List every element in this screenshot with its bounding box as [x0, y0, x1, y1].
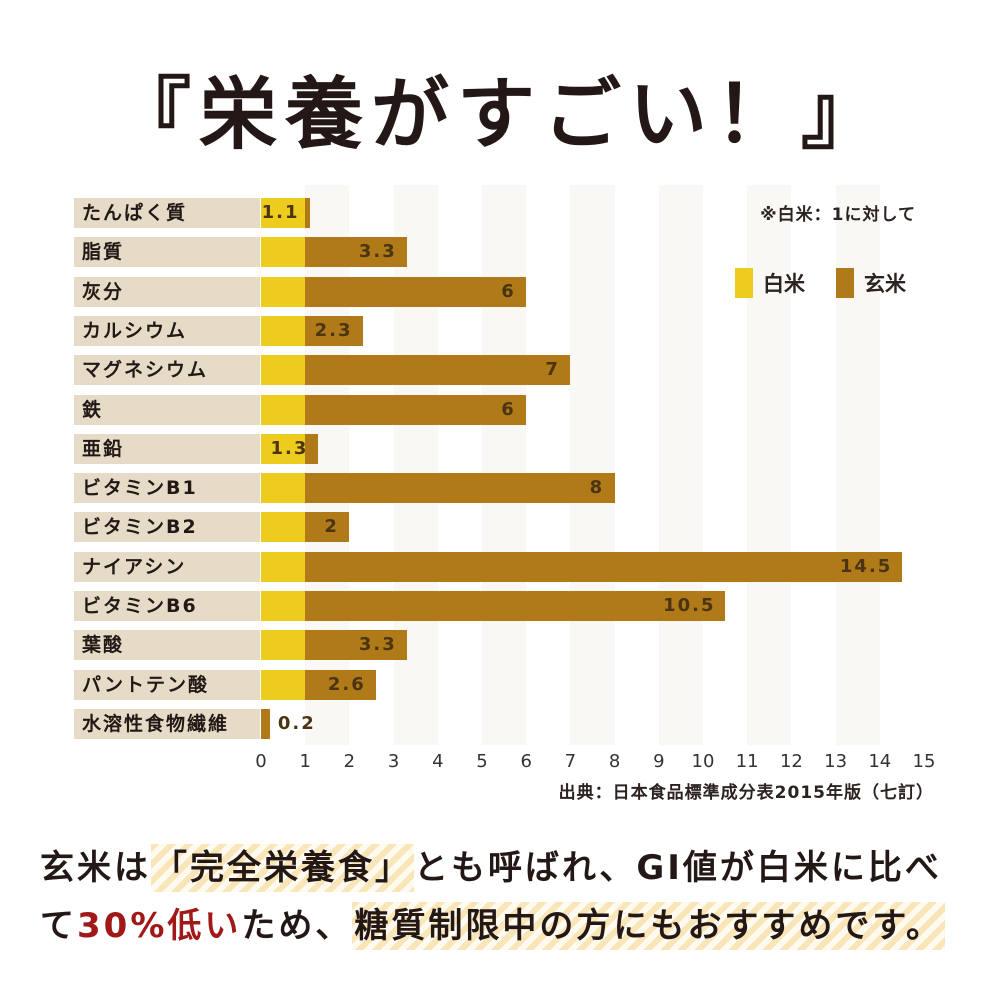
data-label: 2.6	[327, 673, 366, 695]
bar-brown-rice	[305, 198, 310, 228]
data-label: 6	[501, 398, 516, 420]
category-label: マグネシウム	[74, 355, 260, 386]
chart-note: ※白米：1に対して	[760, 205, 916, 225]
legend-label-brown: 玄米	[864, 272, 906, 296]
x-tick-label: 4	[432, 750, 444, 772]
bar-white-rice	[261, 315, 306, 346]
grid-stripe	[658, 185, 703, 745]
data-label: 3.3	[358, 241, 397, 263]
bar-brown-rice	[305, 237, 407, 268]
x-tick-label: 12	[779, 750, 803, 772]
bar-brown-rice	[305, 669, 376, 700]
text-segment: 玄米は	[40, 848, 151, 888]
x-tick-label: 6	[520, 750, 532, 772]
paragraph-line-2: て30%低いため、糖質制限中の方にもおすすめです。	[40, 898, 960, 950]
x-tick-label: 8	[608, 750, 621, 772]
page-title: 『栄養がすごい！』	[112, 70, 887, 160]
category-label: ビタミンB6	[74, 591, 260, 621]
data-label: 2.3	[314, 319, 353, 341]
category-label: ビタミンB2	[74, 512, 260, 543]
bar-white-rice	[261, 669, 306, 700]
data-label: 1.3	[270, 437, 309, 459]
bar-white-rice	[261, 237, 306, 268]
bar-brown-rice	[305, 276, 527, 307]
data-label: 1.1	[261, 202, 300, 223]
x-tick-label: 2	[343, 750, 356, 772]
bar-white-rice	[261, 512, 306, 543]
bar-white-rice	[261, 630, 306, 661]
text-segment: ため、	[241, 906, 353, 946]
highlight-text: 糖質制限中の方にもおすすめです。	[352, 902, 945, 950]
x-tick-label: 3	[387, 750, 400, 772]
data-label: 8	[589, 477, 605, 499]
x-tick-label: 11	[735, 750, 759, 772]
bar-brown-rice	[305, 512, 350, 543]
bar-white-rice	[261, 473, 306, 504]
category-label: 亜鉛	[74, 433, 260, 464]
data-label: 0.2	[277, 712, 316, 734]
legend-label-white: 白米	[763, 272, 805, 296]
x-tick-label: 14	[868, 750, 892, 772]
bar-white-rice	[261, 394, 306, 425]
category-label: 水溶性食物繊維	[74, 708, 260, 739]
bar-brown-rice	[305, 591, 726, 621]
x-tick-label: 13	[824, 750, 848, 772]
data-label: 10.5	[663, 595, 716, 616]
nutrition-bar-chart: たんぱく質 1.1 脂質 3.3 灰分 6 カルシウム 2.3 マグネシウム 7 鉄 6 亜鉛 1.3 ビタ…	[0, 185, 1000, 805]
x-tick-label: 0	[255, 750, 267, 772]
data-label: 2	[324, 516, 339, 538]
bar-white-rice	[261, 198, 306, 228]
legend-swatch-white	[735, 268, 753, 298]
data-label: 7	[545, 359, 560, 381]
bar-brown-rice	[305, 433, 319, 464]
grid-stripe	[305, 185, 350, 745]
category-label: 鉄	[74, 394, 260, 425]
bar-brown-rice	[305, 355, 571, 386]
grid-stripe	[747, 185, 792, 745]
bar-white-rice	[261, 433, 306, 464]
grid-stripe	[570, 185, 615, 745]
x-tick-label: 10	[691, 750, 715, 772]
bar-brown-rice	[305, 315, 363, 346]
grid-stripe	[393, 185, 438, 745]
text-segment: とも呼ばれ、GI値が白米に比べ	[414, 848, 942, 888]
legend-white-rice: 白米	[735, 268, 805, 298]
x-tick-label: 7	[564, 750, 577, 772]
legend-brown-rice: 玄米	[836, 268, 906, 298]
data-label: 6	[501, 280, 516, 302]
category-label: 灰分	[74, 276, 260, 307]
highlight-text: 「完全栄養食」	[151, 844, 414, 892]
x-tick-label: 15	[912, 750, 936, 772]
paragraph-line-1: 玄米は「完全栄養食」とも呼ばれ、GI値が白米に比べ	[40, 840, 960, 892]
bar-white-rice	[261, 551, 306, 582]
bar-brown-rice	[305, 394, 527, 425]
category-label: ビタミンB1	[74, 473, 260, 504]
grid-stripe	[482, 185, 527, 745]
x-tick-label: 5	[476, 750, 488, 772]
source-citation: 出典：日本食品標準成分表2015年版（七訂）	[558, 783, 934, 803]
bar-brown-rice	[261, 708, 270, 739]
legend-swatch-brown	[836, 268, 854, 298]
bar-white-rice	[261, 276, 306, 307]
bar-white-rice	[261, 591, 306, 621]
category-label: カルシウム	[74, 315, 260, 346]
category-label: パントテン酸	[74, 669, 260, 700]
emphasis-text: 30%低い	[77, 906, 242, 946]
bar-brown-rice	[305, 473, 615, 504]
category-label: たんぱく質	[74, 198, 260, 228]
x-tick-label: 1	[299, 750, 311, 772]
category-label: ナイアシン	[74, 551, 260, 582]
data-label: 3.3	[358, 634, 397, 656]
data-label: 14.5	[839, 555, 893, 577]
x-tick-label: 9	[653, 750, 665, 772]
bar-white-rice	[261, 355, 306, 386]
text-segment: て	[40, 906, 77, 946]
category-label: 葉酸	[74, 630, 260, 661]
bar-brown-rice	[305, 630, 407, 661]
bar-brown-rice	[305, 551, 902, 582]
category-label: 脂質	[74, 237, 260, 268]
